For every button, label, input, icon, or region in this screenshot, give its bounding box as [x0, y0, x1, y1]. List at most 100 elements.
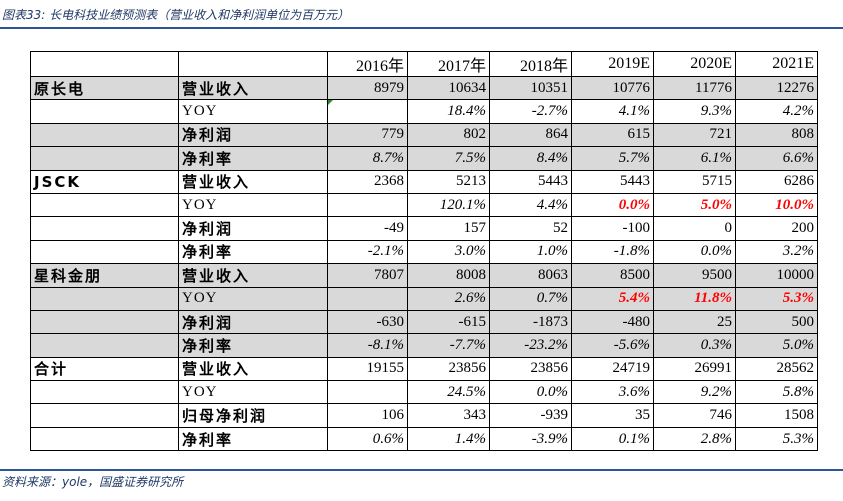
value-cell: 19155: [327, 356, 408, 382]
value-cell: 0.6%: [327, 426, 408, 452]
value-cell: -100: [571, 216, 654, 241]
value-cell: -8.1%: [327, 333, 408, 358]
value-cell: 0.0%: [653, 239, 736, 265]
value-cell: 5.3%: [735, 426, 818, 452]
value-cell: 4.1%: [571, 99, 654, 124]
value-cell: 157: [407, 216, 490, 241]
value-cell: -5.6%: [571, 333, 654, 358]
value-cell: 6.6%: [735, 146, 818, 171]
table-row: JSCK 营业收入 2368 5213 5443 5443 5715 6286: [30, 169, 818, 194]
company-spacer: [30, 427, 179, 452]
table-row: YOY 18.4% -2.7% 4.1% 9.3% 4.2%: [30, 99, 818, 124]
value-cell: 52: [489, 216, 572, 241]
company-spacer: [30, 123, 179, 148]
value-cell: -2.1%: [327, 239, 408, 265]
value-cell: -3.9%: [489, 426, 572, 452]
value-cell: 5.7%: [571, 146, 654, 171]
company-spacer: [30, 193, 179, 218]
value-cell: 500: [735, 309, 818, 335]
forecast-table: 2016年 2017年 2018年 2019E 2020E 2021E 原长电 …: [30, 51, 818, 452]
metric-label: YOY: [178, 99, 328, 124]
value-cell: [327, 99, 408, 124]
value-cell: 28562: [735, 356, 818, 382]
value-cell: -2.7%: [489, 99, 572, 124]
value-cell: 0: [653, 216, 736, 241]
value-cell: 12276: [735, 75, 818, 101]
value-cell: 10351: [489, 75, 572, 101]
table-caption: 图表33: 长电科技业绩预测表（营业收入和净利润单位为百万元）: [2, 8, 350, 22]
value-cell: 5443: [489, 169, 572, 194]
table-row: YOY 24.5% 0.0% 3.6% 9.2% 5.8%: [30, 380, 818, 405]
value-cell: 6286: [735, 169, 818, 194]
value-cell: 10634: [407, 75, 490, 101]
company-spacer: [30, 240, 179, 265]
value-cell: 18.4%: [407, 99, 490, 124]
value-cell: [327, 192, 408, 218]
value-cell: 0.3%: [653, 333, 736, 358]
value-cell: 5213: [407, 169, 490, 194]
company-label: JSCK: [30, 169, 179, 194]
value-cell: 8063: [489, 263, 572, 288]
value-cell: 35: [571, 403, 654, 428]
value-cell-highlight: 5.0%: [653, 192, 736, 218]
value-cell-highlight: 0.0%: [571, 192, 654, 218]
value-cell: 10776: [571, 75, 654, 101]
value-cell: 5715: [653, 169, 736, 194]
metric-label: YOY: [178, 380, 328, 405]
cell-marker-icon: [328, 100, 333, 106]
header-row: 2016年 2017年 2018年 2019E 2020E 2021E: [30, 51, 818, 77]
table-row: 星科金朋 营业收入 7807 8008 8063 8500 9500 10000: [30, 263, 818, 288]
value-cell: -1873: [489, 309, 572, 335]
header-blank: [30, 51, 179, 77]
value-cell: -1.8%: [571, 239, 654, 265]
table-row: 归母净利润 106 343 -939 35 746 1508: [30, 403, 818, 428]
year-header: 2020E: [653, 51, 736, 77]
value-cell: 24719: [571, 356, 654, 382]
value-cell: 23856: [489, 356, 572, 382]
table-row: YOY 120.1% 4.4% 0.0% 5.0% 10.0%: [30, 192, 818, 218]
value-cell: 200: [735, 216, 818, 241]
company-spacer: [30, 403, 179, 428]
value-cell: -23.2%: [489, 333, 572, 358]
metric-label: 净利率: [178, 333, 328, 358]
value-cell: 2368: [327, 169, 408, 194]
value-cell: -615: [407, 309, 490, 335]
year-header: 2017年: [407, 51, 490, 77]
value-cell: -480: [571, 309, 654, 335]
caption-divider: [0, 27, 843, 29]
value-cell: 11776: [653, 75, 736, 101]
value-cell: 2.6%: [407, 286, 490, 311]
table-row: 原长电 营业收入 8979 10634 10351 10776 11776 12…: [30, 75, 818, 101]
value-cell-highlight: 11.8%: [653, 286, 736, 311]
value-cell: [327, 380, 408, 405]
value-cell: 3.6%: [571, 380, 654, 405]
company-spacer: [30, 310, 179, 335]
value-cell: -939: [489, 403, 572, 428]
value-cell-highlight: 5.3%: [735, 286, 818, 311]
company-spacer: [30, 333, 179, 358]
value-cell: 1.0%: [489, 239, 572, 265]
value-cell: 8008: [407, 263, 490, 288]
company-spacer: [30, 380, 179, 405]
metric-label: 归母净利润: [178, 403, 328, 428]
value-cell: 864: [489, 122, 572, 148]
value-cell: 106: [327, 403, 408, 428]
value-cell: 3.2%: [735, 239, 818, 265]
value-cell: 4.4%: [489, 192, 572, 218]
metric-label: 净利润: [178, 216, 328, 241]
value-cell: 9500: [653, 263, 736, 288]
value-cell: 8500: [571, 263, 654, 288]
metric-label: YOY: [178, 192, 328, 218]
table-row: 净利润 779 802 864 615 721 808: [30, 122, 818, 148]
value-cell: 120.1%: [407, 192, 490, 218]
table-row: 净利率 -8.1% -7.7% -23.2% -5.6% 0.3% 5.0%: [30, 333, 818, 358]
value-cell: 5.8%: [735, 380, 818, 405]
value-cell: 4.2%: [735, 99, 818, 124]
value-cell: 615: [571, 122, 654, 148]
value-cell: 2.8%: [653, 426, 736, 452]
table-row: 净利率 -2.1% 3.0% 1.0% -1.8% 0.0% 3.2%: [30, 239, 818, 265]
value-cell: 0.1%: [571, 426, 654, 452]
table-row: 净利率 0.6% 1.4% -3.9% 0.1% 2.8% 5.3%: [30, 426, 818, 452]
year-header: 2021E: [735, 51, 818, 77]
value-cell-highlight: 5.4%: [571, 286, 654, 311]
